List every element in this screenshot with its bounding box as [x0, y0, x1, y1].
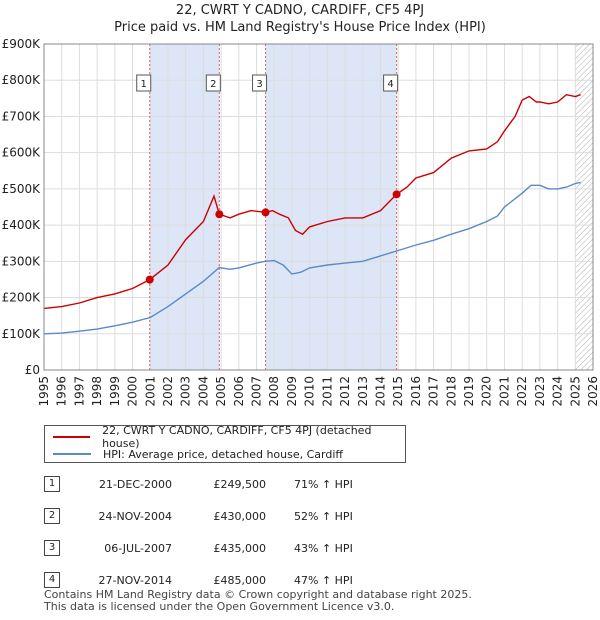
sale-price: £435,000	[213, 542, 267, 555]
x-tick-label: 2003	[179, 376, 193, 407]
footer-line-2: This data is licensed under the Open Gov…	[44, 600, 395, 613]
x-tick-label: 2021	[497, 376, 511, 407]
x-tick-label: 2009	[285, 376, 299, 407]
sale-number-label: 1	[141, 79, 147, 90]
sale-point	[392, 190, 401, 199]
legend-item-property: 22, CWRT Y CADNO, CARDIFF, CF5 4PJ (deta…	[53, 424, 405, 450]
x-tick-label: 1999	[108, 376, 122, 407]
x-tick-label: 1996	[55, 376, 69, 407]
x-tick-label: 2026	[586, 376, 600, 407]
x-tick-label: 2006	[232, 376, 246, 407]
sale-price: £485,000	[213, 574, 267, 587]
x-tick-label: 2012	[338, 376, 352, 407]
footer-attribution: Contains HM Land Registry data © Crown c…	[44, 589, 472, 613]
x-tick-label: 2018	[444, 376, 458, 407]
chart-title: 22, CWRT Y CADNO, CARDIFF, CF5 4PJ	[176, 3, 424, 18]
x-tick-label: 2002	[161, 376, 175, 407]
legend-property-swatch	[53, 436, 91, 438]
y-tick-label: £900K	[2, 37, 42, 51]
legend-hpi-label: HPI: Average price, detached house, Card…	[103, 447, 343, 461]
sale-number-box	[252, 74, 268, 92]
y-tick-label: £300K	[2, 254, 42, 268]
y-tick-label: £200K	[2, 291, 42, 305]
x-tick-label: 2008	[267, 376, 281, 407]
x-tick-label: 2011	[320, 376, 334, 407]
sale-number-box	[136, 74, 152, 92]
x-tick-label: 2017	[427, 376, 441, 407]
sale-hpi-change: 71% ↑ HPI	[294, 478, 353, 491]
y-tick-label: £700K	[2, 109, 42, 123]
sale-row: 2 24-NOV-2004 £430,000 52% ↑ HPI	[44, 504, 464, 536]
legend-hpi-swatch	[53, 453, 91, 455]
x-tick-label: 1998	[90, 376, 104, 407]
x-tick-label: 2016	[409, 376, 423, 407]
x-tick-label: 2000	[126, 376, 140, 407]
x-tick-label: 2022	[515, 376, 529, 407]
property-price-line	[44, 93, 581, 310]
sale-number-label: 3	[256, 79, 262, 90]
legend: 22, CWRT Y CADNO, CARDIFF, CF5 4PJ (deta…	[44, 424, 406, 463]
sale-hpi-change: 43% ↑ HPI	[294, 542, 353, 555]
chart-subtitle: Price paid vs. HM Land Registry's House …	[114, 20, 486, 35]
x-tick-label: 2001	[143, 376, 157, 407]
sale-number-box	[383, 74, 399, 92]
sale-row: 4 27-NOV-2014 £485,000 47% ↑ HPI	[44, 568, 464, 600]
sale-number-badge: 1	[44, 476, 60, 492]
legend-property-label: 22, CWRT Y CADNO, CARDIFF, CF5 4PJ (deta…	[102, 424, 372, 450]
shaded-period	[149, 44, 220, 370]
sale-row: 1 21-DEC-2000 £249,500 71% ↑ HPI	[44, 472, 464, 504]
sale-point	[261, 208, 270, 217]
price-chart: 22, CWRT Y CADNO, CARDIFF, CF5 4PJ Price…	[2, 3, 600, 407]
plot-frame	[43, 43, 594, 371]
sales-table: 1 21-DEC-2000 £249,500 71% ↑ HPI 2 24-NO…	[44, 472, 464, 600]
y-tick-label: £800K	[2, 73, 42, 87]
sale-date: 06-JUL-2007	[104, 542, 172, 555]
sale-number-badge: 3	[44, 540, 60, 556]
sale-number-label: 4	[387, 79, 393, 90]
x-tick-label: 2014	[373, 376, 387, 407]
hpi-line	[44, 181, 581, 335]
sale-price: £430,000	[213, 510, 267, 523]
footer-line-1: Contains HM Land Registry data © Crown c…	[44, 588, 472, 601]
y-tick-label: £100K	[2, 327, 42, 341]
x-tick-label: 2013	[356, 376, 370, 407]
x-tick-label: 2024	[551, 376, 565, 407]
sale-date: 27-NOV-2014	[98, 574, 172, 587]
x-tick-label: 2005	[214, 376, 228, 407]
x-tick-label: 2015	[391, 376, 405, 407]
sale-number-badge: 2	[44, 508, 60, 524]
x-tick-label: 1995	[37, 376, 51, 407]
sale-hpi-change: 52% ↑ HPI	[294, 510, 353, 523]
y-tick-label: £400K	[2, 218, 42, 232]
x-tick-label: 2007	[250, 376, 264, 407]
x-tick-label: 2010	[303, 376, 317, 407]
legend-item-hpi: HPI: Average price, detached house, Card…	[53, 446, 343, 462]
projection-hatch	[575, 44, 593, 370]
x-tick-label: 2019	[462, 376, 476, 407]
x-tick-label: 2004	[196, 376, 210, 407]
y-tick-label: £0	[25, 363, 40, 377]
shaded-period	[265, 44, 397, 370]
sale-number-badge: 4	[44, 572, 60, 588]
sale-point	[145, 275, 154, 284]
x-tick-label: 2020	[480, 376, 494, 407]
x-tick-label: 1997	[72, 376, 86, 407]
sale-date: 24-NOV-2004	[98, 510, 172, 523]
y-tick-label: £500K	[2, 182, 42, 196]
sale-number-label: 2	[210, 79, 216, 90]
sale-price: £249,500	[213, 478, 267, 491]
y-tick-label: £600K	[2, 146, 42, 160]
sale-hpi-change: 47% ↑ HPI	[294, 574, 353, 587]
sale-date: 21-DEC-2000	[98, 478, 172, 491]
x-tick-label: 2025	[568, 376, 582, 407]
x-tick-label: 2023	[533, 376, 547, 407]
sale-number-box	[205, 74, 221, 92]
sale-row: 3 06-JUL-2007 £435,000 43% ↑ HPI	[44, 536, 464, 568]
sale-point	[215, 210, 224, 219]
